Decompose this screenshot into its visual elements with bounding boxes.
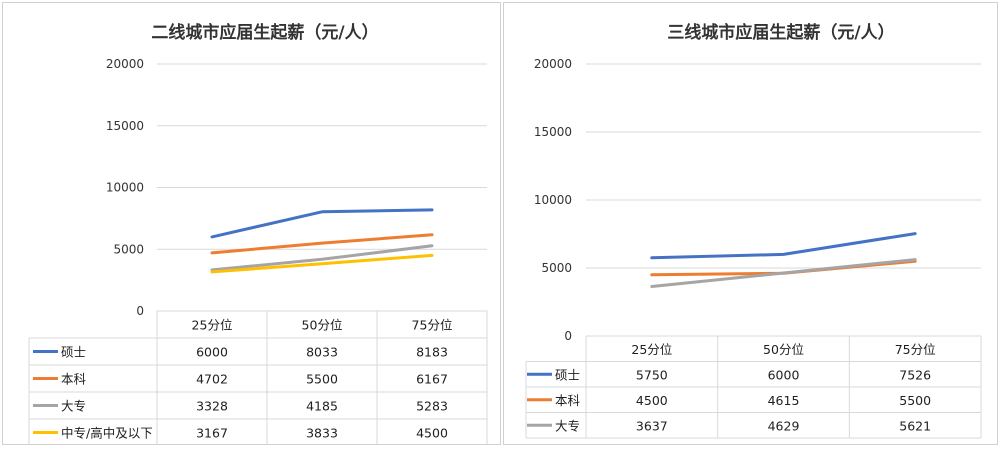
data-label: 5283 <box>416 399 448 414</box>
data-label: 5500 <box>899 393 931 408</box>
data-label: 7526 <box>899 367 931 382</box>
series-line <box>210 233 434 255</box>
chart-panel-tier3: 三线城市应届生起薪（元/人） 0 5000 10000 15000 20000 25分位 50… <box>503 2 998 445</box>
data-label: 6000 <box>196 345 228 360</box>
data-label: 4702 <box>196 372 228 387</box>
data-label: 5500 <box>306 372 338 387</box>
series-line <box>210 244 434 272</box>
series-line <box>210 253 434 274</box>
data-label: 3328 <box>196 399 228 414</box>
data-label: 8033 <box>306 345 338 360</box>
series-line <box>650 232 917 260</box>
y-tick-label: 20000 <box>534 57 572 71</box>
legend-label: 硕士 <box>555 367 580 382</box>
category-label: 50分位 <box>763 342 804 357</box>
data-label: 5750 <box>636 367 668 382</box>
data-label: 5621 <box>899 418 931 433</box>
legend-label: 本科 <box>555 393 581 408</box>
legend-label: 中专/高中及以下 <box>61 426 153 441</box>
series-line <box>210 208 434 239</box>
data-label: 8183 <box>416 345 448 360</box>
data-label: 4629 <box>768 418 800 433</box>
y-tick-label: 10000 <box>534 193 572 207</box>
data-label: 6000 <box>768 367 800 382</box>
data-label: 4500 <box>636 393 668 408</box>
chart-title: 三线城市应届生起薪（元/人） <box>667 22 894 43</box>
y-tick-label: 0 <box>564 329 572 343</box>
chart-tier3-svg: 三线城市应届生起薪（元/人） 0 5000 10000 15000 20000 25分位 50… <box>525 22 982 439</box>
data-label: 4615 <box>768 393 800 408</box>
chart-panel-tier2: 二线城市应届生起薪（元/人） 0 5000 10000 15000 20000 25分位 50… <box>2 2 501 445</box>
data-label: 3833 <box>306 426 338 441</box>
category-label: 75分位 <box>412 318 453 333</box>
data-label: 6167 <box>416 372 448 387</box>
legend-label: 硕士 <box>61 345 86 360</box>
legend-label: 大专 <box>555 418 580 433</box>
category-label: 25分位 <box>631 342 672 357</box>
y-tick-label: 15000 <box>534 125 572 139</box>
data-label: 3167 <box>196 426 228 441</box>
category-label: 50分位 <box>302 318 343 333</box>
legend-label: 大专 <box>61 399 86 414</box>
y-tick-label: 10000 <box>106 181 144 195</box>
y-tick-label: 20000 <box>106 57 144 71</box>
y-tick-label: 15000 <box>106 119 144 133</box>
category-label: 75分位 <box>895 342 936 357</box>
chart-tier2-svg: 二线城市应届生起薪（元/人） 0 5000 10000 15000 20000 25分位 50… <box>28 22 488 444</box>
category-label: 25分位 <box>192 318 233 333</box>
y-tick-label: 0 <box>136 304 144 318</box>
y-tick-label: 5000 <box>541 261 572 275</box>
legend-label: 本科 <box>61 372 87 387</box>
series-line <box>650 258 917 288</box>
data-label: 4500 <box>416 426 448 441</box>
data-label: 4185 <box>306 399 338 414</box>
y-tick-label: 5000 <box>113 242 144 256</box>
chart-title: 二线城市应届生起薪（元/人） <box>151 22 378 43</box>
data-label: 3637 <box>636 418 668 433</box>
